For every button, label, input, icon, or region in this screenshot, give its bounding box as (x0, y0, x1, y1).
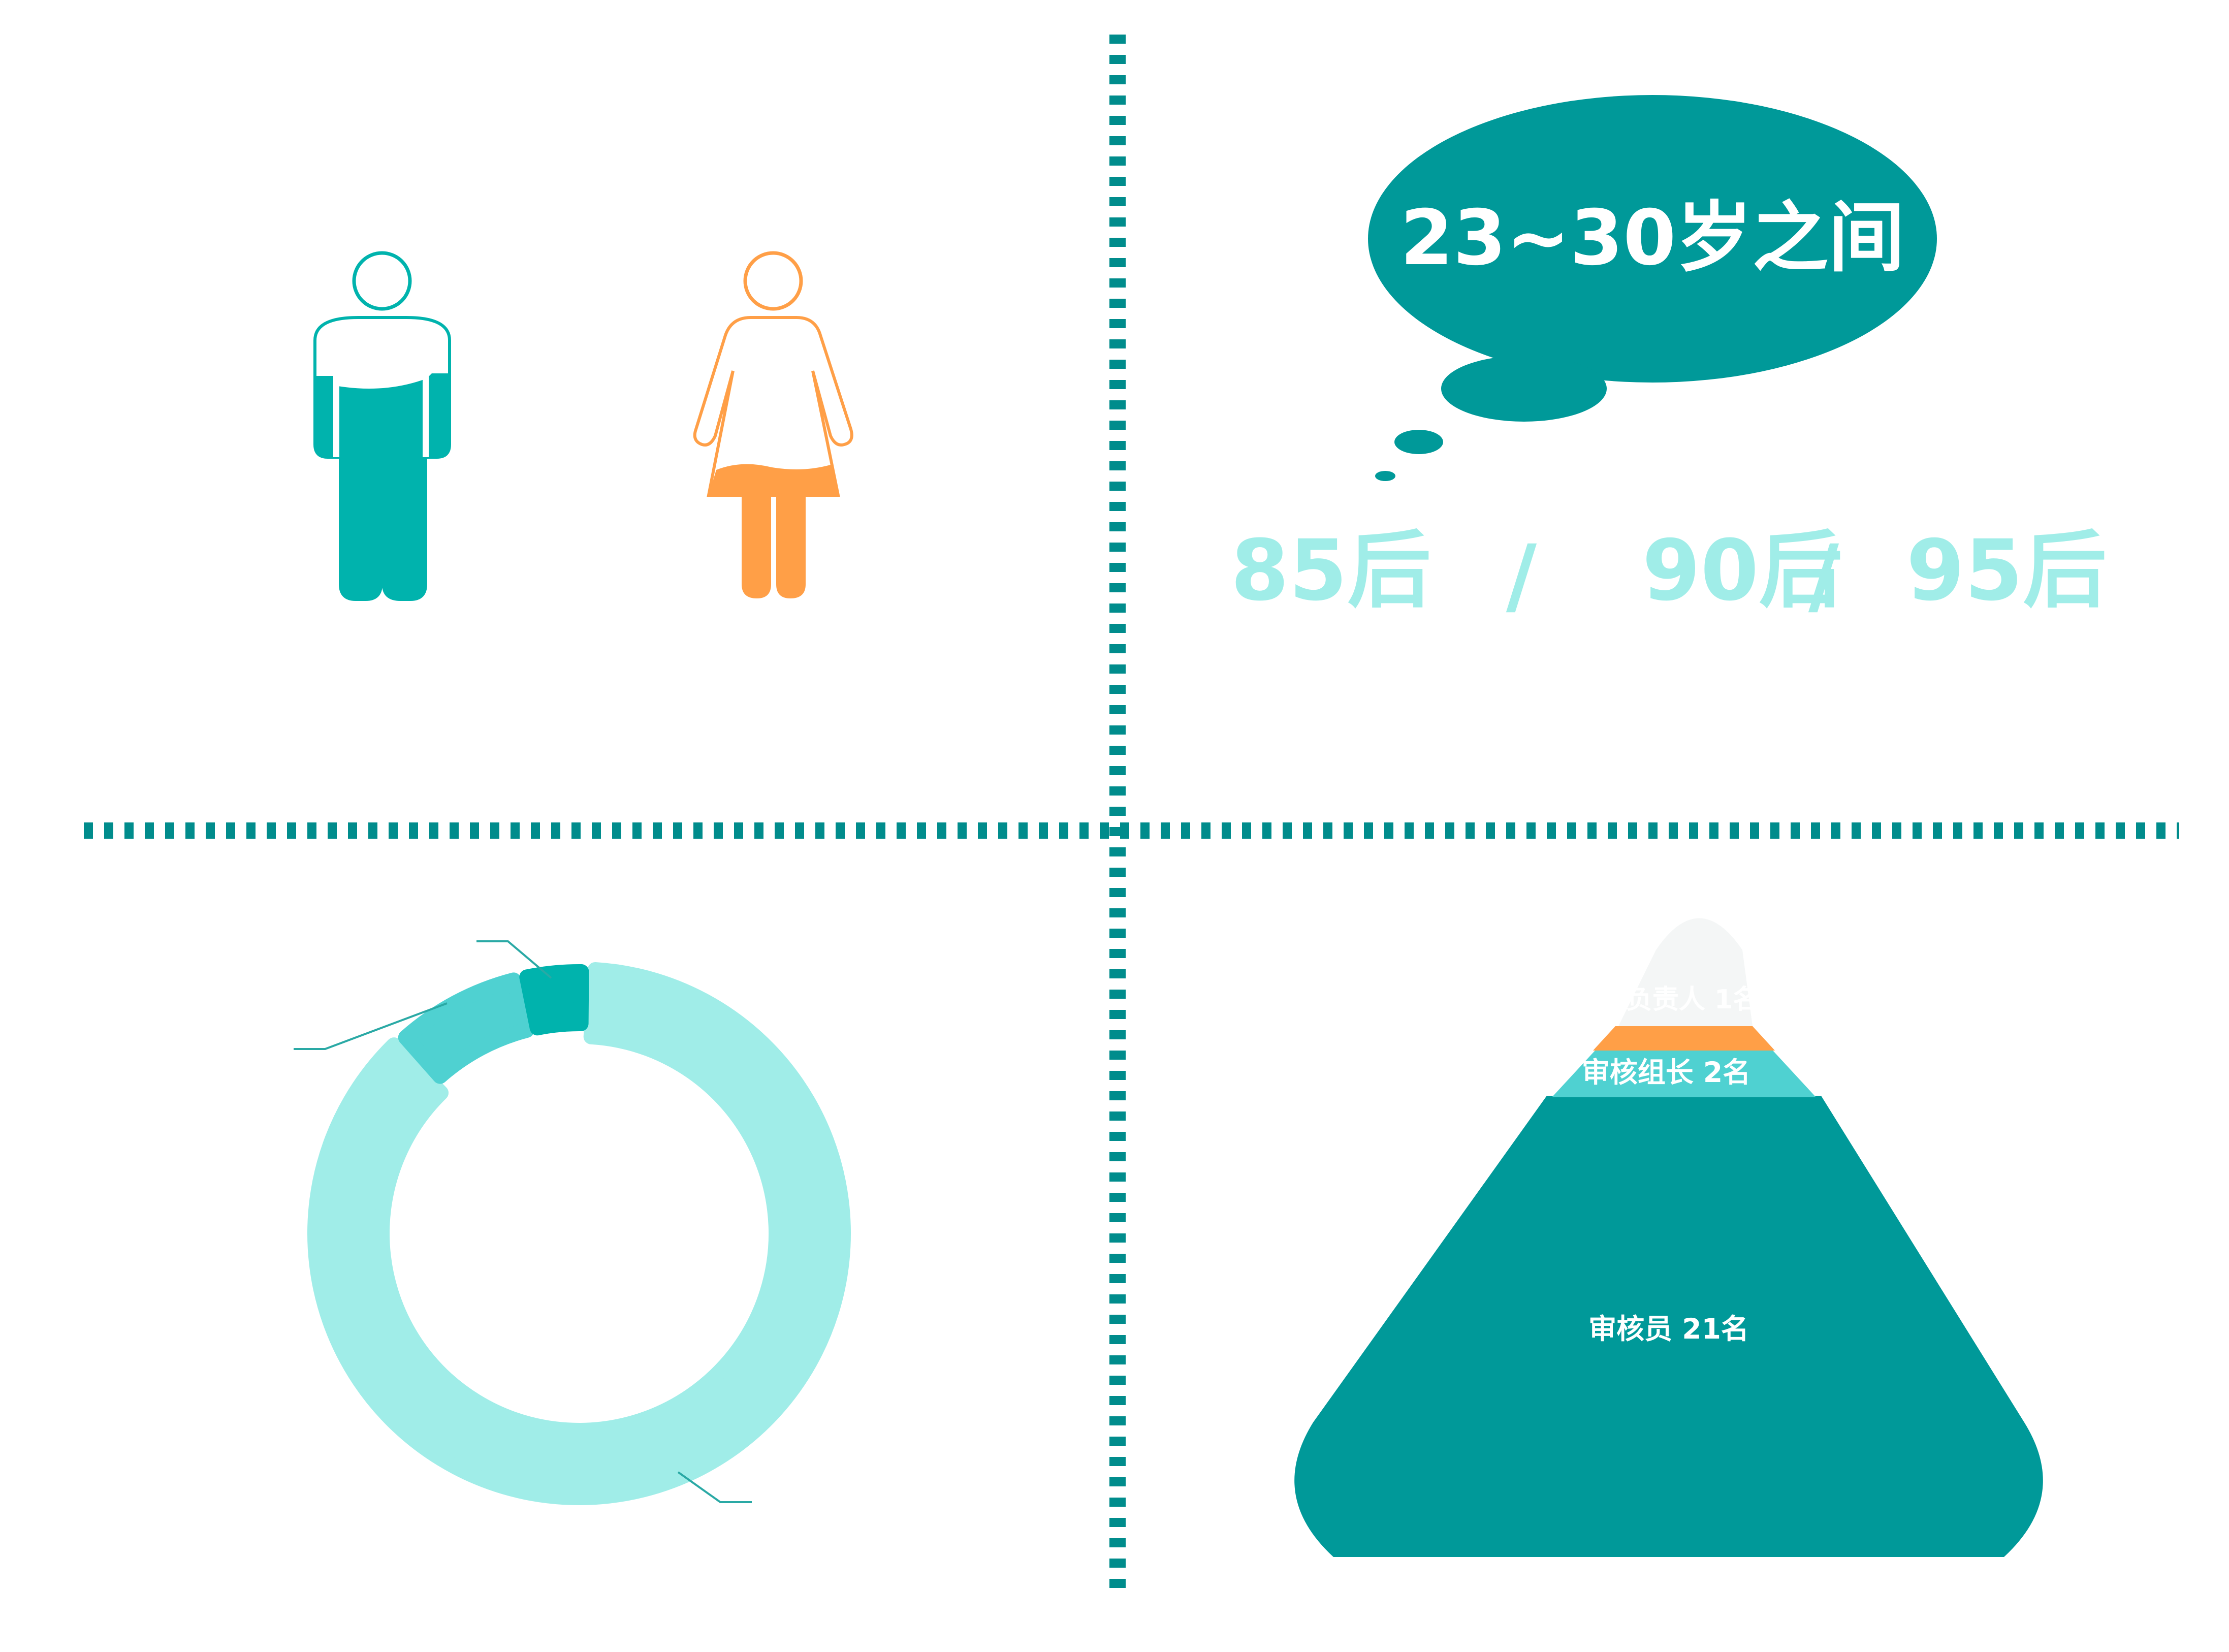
leader-line-staff (677, 1471, 752, 1503)
bubble-dot-small (1375, 471, 1395, 481)
pyramid-label-head: 审核负责人 1名 (1573, 984, 1759, 1015)
bubble-dot-large (1441, 356, 1607, 422)
generation-separator-2: / (1808, 527, 1839, 624)
divider-lines (84, 35, 2179, 1595)
donut-leader-lines (294, 940, 752, 1503)
donut-slice-3 (519, 964, 589, 1036)
donut-chart (307, 962, 851, 1505)
generation-95: 95后 (1906, 522, 2107, 619)
thought-bubble: 23~30岁之间 (1368, 95, 1937, 481)
bubble-dot-medium (1394, 430, 1443, 454)
generation-separator-1: / (1506, 527, 1537, 624)
male-person-icon (313, 251, 451, 601)
age-range-text: 23~30岁之间 (1400, 194, 1904, 282)
staff-pyramid: 审核负责人 1名 审核组长 2名 审核员 21名 (1294, 918, 2043, 1557)
female-person-icon (693, 251, 853, 598)
donut-slice-1 (307, 962, 851, 1505)
generation-labels: 85后 / 90后 / 95后 (1231, 522, 2107, 624)
pyramid-label-staff: 审核员 21名 (1588, 1313, 1749, 1345)
donut-slice-2 (398, 972, 534, 1084)
pyramid-body (1294, 1096, 2043, 1557)
leader-line-head (476, 940, 552, 979)
generation-85: 85后 (1231, 522, 1431, 619)
leader-line-leader (294, 1002, 448, 1050)
bubble-main (1368, 95, 1937, 383)
pyramid-tier-leader (1552, 1051, 1816, 1097)
pyramid-tier-head (1618, 918, 1753, 1026)
pyramid-label-leader: 审核组长 2名 (1582, 1056, 1750, 1089)
generation-90: 90后 (1642, 522, 1843, 619)
pyramid-tier-stripe (1593, 1026, 1775, 1051)
